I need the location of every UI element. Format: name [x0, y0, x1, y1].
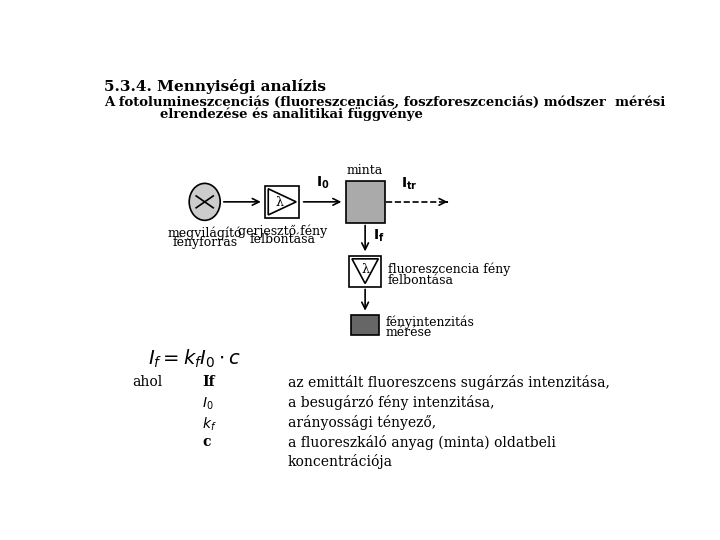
Text: $\mathbf{I_{tr}}$: $\mathbf{I_{tr}}$ — [401, 176, 418, 192]
Text: If: If — [202, 375, 215, 389]
Text: minta: minta — [347, 164, 383, 177]
Text: az emittált fluoreszcens sugárzás intenzitása,: az emittált fluoreszcens sugárzás intenz… — [287, 375, 610, 390]
Text: A fotolumineszcenciás (fluoreszcenciás, foszforeszcenciás) módszer  mérési: A fotolumineszcenciás (fluoreszcenciás, … — [104, 96, 665, 109]
Text: elrendezése és analitikai függvénye: elrendezése és analitikai függvénye — [160, 107, 423, 121]
Bar — [346, 181, 384, 222]
Text: λ: λ — [276, 196, 284, 209]
Text: $I_f = k_f I_0 \cdot c$: $I_f = k_f I_0 \cdot c$ — [148, 348, 241, 370]
Text: gerjesztő fény: gerjesztő fény — [238, 224, 327, 238]
Bar — [349, 256, 382, 287]
Text: ahol: ahol — [132, 375, 163, 389]
Text: $k_f$: $k_f$ — [202, 415, 217, 433]
Text: fényintenzitás: fényintenzitás — [385, 315, 474, 329]
Ellipse shape — [189, 184, 220, 220]
Bar — [265, 186, 300, 218]
Text: koncentrációja: koncentrációja — [287, 454, 392, 469]
Text: a besugárzó fény intenzitása,: a besugárzó fény intenzitása, — [287, 395, 494, 410]
Text: $\mathbf{I_0}$: $\mathbf{I_0}$ — [315, 174, 329, 191]
Text: megvilágító: megvilágító — [168, 226, 242, 240]
Text: $\mathbf{I_f}$: $\mathbf{I_f}$ — [373, 228, 384, 244]
Text: fluoreszcencia fény: fluoreszcencia fény — [387, 262, 510, 275]
Text: $I_0$: $I_0$ — [202, 395, 214, 411]
Bar — [351, 315, 379, 335]
Text: 5.3.4. Mennyiségi analízis: 5.3.4. Mennyiségi analízis — [104, 79, 326, 93]
Text: a fluoreszkáló anyag (minta) oldatbeli: a fluoreszkáló anyag (minta) oldatbeli — [287, 435, 556, 450]
Text: felbontása: felbontása — [387, 274, 454, 287]
Text: c: c — [202, 435, 211, 449]
Text: arányossági tényező,: arányossági tényező, — [287, 415, 436, 430]
Text: felbontása: felbontása — [249, 233, 315, 246]
Text: λ: λ — [361, 263, 369, 276]
Text: fényforrás: fényforrás — [172, 236, 238, 249]
Text: mérése: mérése — [385, 326, 431, 339]
